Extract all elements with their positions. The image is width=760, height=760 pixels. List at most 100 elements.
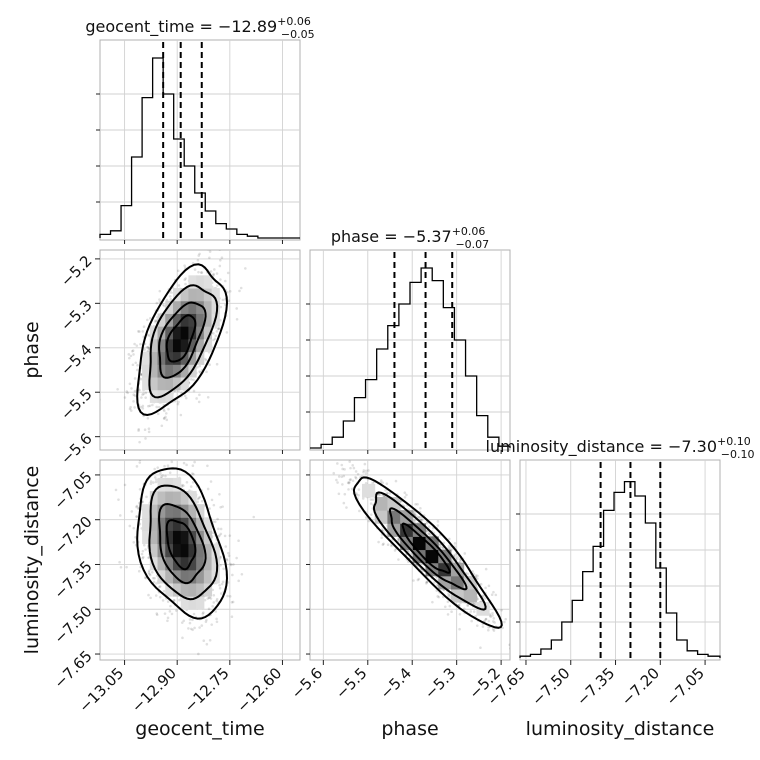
- sample-point: [125, 390, 129, 393]
- sample-point: [492, 617, 496, 620]
- sample-point: [215, 284, 219, 287]
- sample-point: [198, 495, 202, 499]
- density-cell: [172, 491, 182, 505]
- y-tick-label: −7.20: [50, 513, 95, 558]
- sample-point: [170, 612, 174, 616]
- sample-point: [212, 593, 216, 597]
- sample-point: [141, 407, 145, 410]
- sample-point: [342, 501, 346, 505]
- density-cell: [149, 491, 159, 505]
- density-cell: [172, 300, 182, 314]
- sample-point: [151, 576, 155, 580]
- title-main: phase = −5.37: [331, 227, 452, 246]
- sample-point: [218, 534, 221, 537]
- sample-point: [508, 643, 510, 647]
- sample-point: [192, 612, 196, 616]
- sample-point: [147, 593, 150, 597]
- x-axis-label-phase: phase: [381, 718, 438, 740]
- sample-point: [127, 353, 131, 356]
- sample-point: [494, 593, 498, 597]
- title-main: geocent_time = −12.89: [85, 17, 277, 37]
- sample-point: [147, 569, 151, 573]
- sample-point: [381, 543, 385, 547]
- sample-point: [175, 609, 178, 612]
- sample-point: [252, 515, 256, 519]
- sample-point: [435, 576, 439, 579]
- density-cell: [188, 338, 197, 353]
- sample-point: [407, 508, 410, 511]
- sample-point: [188, 621, 192, 625]
- sample-point: [143, 348, 146, 351]
- sample-point: [198, 393, 201, 397]
- density-cell: [196, 504, 205, 518]
- sample-point: [403, 495, 407, 499]
- density-cell: [157, 556, 166, 571]
- sample-point: [166, 464, 170, 468]
- density-cell: [165, 389, 174, 403]
- sample-point: [479, 646, 482, 650]
- sample-point: [219, 278, 222, 281]
- sample-point: [146, 416, 150, 420]
- sample-point: [225, 557, 228, 561]
- density-cell: [196, 338, 205, 353]
- density-cell: [165, 556, 174, 571]
- sample-point: [163, 416, 166, 420]
- sample-point: [115, 455, 118, 458]
- density-cell: [196, 313, 205, 327]
- sample-point: [230, 600, 234, 604]
- sample-point: [397, 558, 400, 561]
- sample-point: [141, 549, 145, 553]
- sample-point: [128, 407, 132, 411]
- density-cell: [196, 556, 205, 571]
- sample-point: [137, 429, 140, 432]
- title-luminosity_distance: luminosity_distance = −7.30+0.10 −0.10: [486, 435, 755, 461]
- sample-point: [202, 639, 206, 643]
- sample-point: [137, 569, 141, 573]
- sample-point: [446, 613, 450, 616]
- sample-point: [448, 546, 452, 550]
- sample-point: [229, 562, 232, 566]
- sample-point: [209, 597, 213, 600]
- sample-point: [388, 492, 392, 495]
- sample-point: [227, 551, 230, 555]
- sample-point: [159, 471, 162, 475]
- density-cell: [149, 364, 159, 378]
- sample-point: [347, 488, 350, 491]
- x-tick-label: −12.75: [181, 664, 233, 716]
- sample-point: [208, 639, 212, 642]
- sample-point: [197, 652, 200, 656]
- sample-point: [348, 480, 351, 484]
- density-cell: [188, 504, 197, 518]
- density-cell: [203, 313, 213, 327]
- density-cell: [180, 556, 189, 571]
- sample-point: [155, 405, 158, 409]
- density-cell: [203, 582, 213, 597]
- sample-point: [225, 331, 229, 334]
- density-cell: [142, 364, 151, 378]
- sample-point: [154, 594, 158, 597]
- density-cell: [180, 300, 189, 314]
- density-cell: [165, 530, 174, 545]
- density-cell: [211, 543, 220, 558]
- title-geocent_time: geocent_time = −12.89+0.06 −0.05: [85, 15, 314, 41]
- sample-point: [358, 509, 361, 513]
- sample-point: [489, 615, 493, 619]
- title-sub: −0.05: [281, 28, 315, 41]
- sample-point: [414, 519, 417, 522]
- density-cell: [196, 351, 205, 365]
- x-tick-label: −5.3: [421, 664, 459, 702]
- x-tick-label: −7.20: [618, 664, 663, 709]
- sample-point: [196, 497, 200, 501]
- sample-point: [168, 610, 172, 613]
- density-cell: [180, 288, 189, 302]
- sample-point: [491, 612, 494, 615]
- sample-point: [135, 465, 139, 468]
- density-cell: [172, 338, 182, 353]
- density-cell: [157, 351, 166, 365]
- density-cell: [180, 326, 189, 340]
- sample-point: [190, 378, 193, 381]
- histogram-geocent_time: [99, 57, 300, 239]
- sample-point: [193, 268, 197, 271]
- sample-point: [208, 507, 211, 510]
- sample-point: [147, 556, 150, 559]
